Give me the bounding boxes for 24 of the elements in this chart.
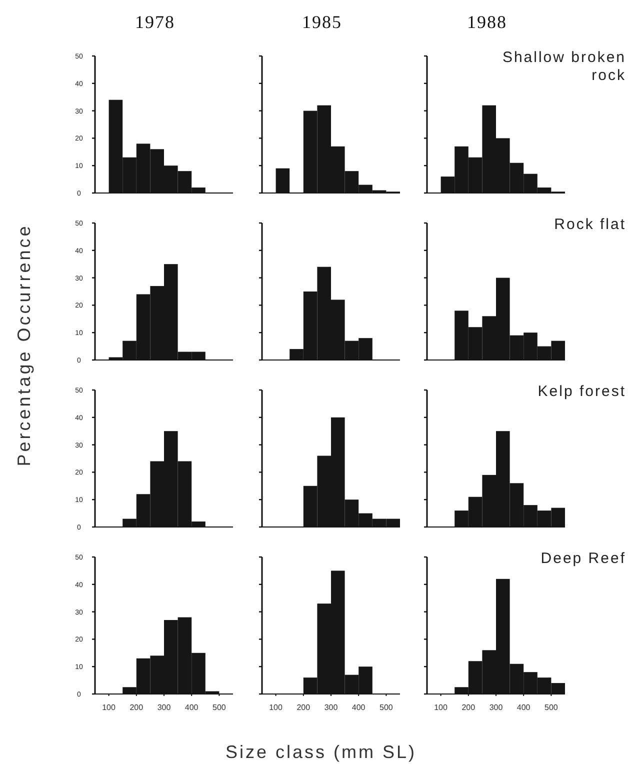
annotation: Kelp forest (538, 383, 626, 400)
x-tick-label: 400 (516, 703, 531, 712)
y-axis-title: Percentage Occurrence (14, 224, 34, 466)
x-tick-label: 500 (212, 703, 226, 712)
annotation: Rock flat (554, 216, 626, 233)
chart-title: 1978 (135, 12, 175, 32)
x-tick-label: 100 (269, 703, 284, 712)
x-tick-label: 100 (434, 703, 448, 712)
x-tick-label: 300 (157, 703, 172, 712)
x-tick-label: 200 (462, 703, 476, 712)
annotation: Shallow broken rock (502, 49, 626, 84)
x-tick-label: 300 (489, 703, 504, 712)
x-tick-label: 400 (352, 703, 366, 712)
annotation: Deep Reef (540, 550, 626, 567)
x-tick-label: 500 (544, 703, 558, 712)
x-tick-label: 200 (296, 703, 311, 712)
x-tick-label: 100 (102, 703, 116, 712)
chart-title: 1985 (302, 12, 342, 32)
x-tick-label: 400 (184, 703, 199, 712)
x-tick-label: 300 (324, 703, 338, 712)
x-tick-label: 200 (130, 703, 144, 712)
x-tick-label: 500 (380, 703, 394, 712)
chart-title: 1988 (467, 12, 507, 32)
x-axis-title: Size class (mm SL) (225, 742, 417, 762)
